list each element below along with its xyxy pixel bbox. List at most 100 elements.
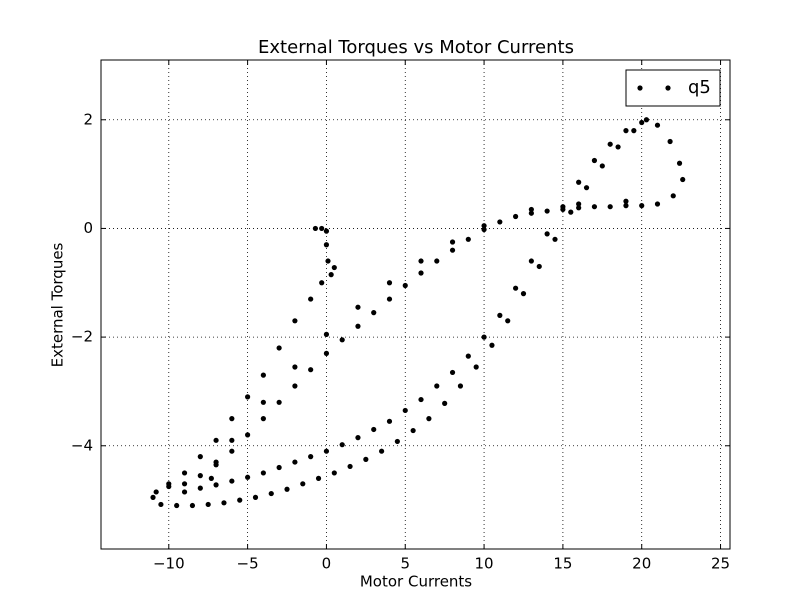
point	[560, 204, 566, 210]
point	[402, 407, 408, 414]
point	[465, 353, 471, 359]
point	[229, 437, 235, 443]
point	[623, 128, 629, 134]
point	[568, 209, 574, 215]
point	[654, 122, 661, 128]
point	[181, 489, 188, 495]
point	[591, 157, 598, 164]
point	[379, 448, 385, 454]
point	[181, 470, 188, 476]
point	[513, 285, 519, 291]
x-tick-label: 0	[322, 555, 332, 573]
point	[331, 470, 337, 476]
point	[213, 437, 219, 443]
point	[576, 179, 582, 185]
point	[505, 318, 511, 324]
point	[473, 364, 479, 370]
point	[576, 205, 582, 211]
x-tick-label: 20	[632, 555, 651, 573]
point	[434, 258, 440, 264]
point	[497, 219, 503, 225]
point	[528, 258, 534, 264]
y-tick-label: 2	[83, 110, 93, 128]
point	[276, 345, 282, 351]
point	[166, 483, 172, 490]
point	[339, 442, 345, 448]
x-tick-label: −10	[153, 555, 185, 573]
point	[418, 270, 424, 276]
legend-marker	[637, 85, 643, 91]
point	[197, 454, 203, 460]
chart-title: External Torques vs Motor Currents	[258, 37, 574, 58]
point	[153, 489, 159, 495]
point	[158, 501, 164, 508]
x-tick-label: 25	[711, 555, 730, 573]
point	[323, 448, 330, 454]
point	[457, 383, 464, 389]
point	[670, 193, 676, 199]
point	[319, 225, 325, 232]
point	[292, 459, 298, 465]
point	[292, 383, 298, 389]
point	[386, 296, 393, 302]
point	[308, 296, 314, 302]
point	[386, 280, 393, 286]
point	[229, 416, 235, 422]
y-tick-label: 0	[83, 219, 93, 237]
point	[229, 448, 235, 454]
point	[449, 247, 456, 253]
point	[623, 198, 629, 204]
point	[481, 334, 487, 340]
point	[576, 201, 582, 207]
point	[292, 318, 298, 324]
point	[643, 117, 650, 123]
point	[552, 236, 558, 242]
point	[434, 383, 440, 389]
point	[667, 138, 673, 145]
point	[300, 481, 306, 487]
point	[245, 432, 251, 438]
point	[174, 502, 180, 509]
point	[355, 435, 361, 441]
point	[599, 163, 605, 169]
point	[260, 399, 266, 405]
point	[607, 204, 613, 210]
point	[347, 463, 353, 470]
point	[213, 459, 219, 465]
point	[544, 208, 550, 214]
point	[276, 464, 282, 471]
point	[197, 485, 203, 491]
x-tick-label: 5	[400, 555, 410, 573]
point	[245, 474, 251, 480]
x-tick-label: 10	[475, 555, 494, 573]
point	[402, 282, 408, 289]
point	[449, 369, 456, 376]
point	[465, 236, 471, 242]
point	[489, 342, 495, 348]
point	[308, 454, 314, 460]
point	[481, 223, 487, 229]
point	[426, 416, 432, 422]
y-tick-label: −4	[71, 436, 93, 454]
point	[229, 478, 235, 484]
point	[284, 486, 290, 492]
point	[260, 416, 266, 422]
point	[418, 396, 424, 403]
point	[323, 350, 330, 356]
x-axis-label: Motor Currents	[360, 573, 472, 591]
point	[197, 473, 203, 479]
point	[312, 225, 318, 232]
point	[252, 494, 259, 500]
point	[323, 331, 330, 337]
point	[331, 264, 337, 271]
point	[607, 141, 613, 147]
point	[591, 204, 598, 210]
point	[639, 203, 645, 209]
point	[245, 394, 251, 400]
point	[325, 258, 331, 264]
point	[260, 372, 266, 378]
point	[323, 228, 330, 234]
point	[410, 427, 416, 434]
point	[292, 364, 298, 370]
